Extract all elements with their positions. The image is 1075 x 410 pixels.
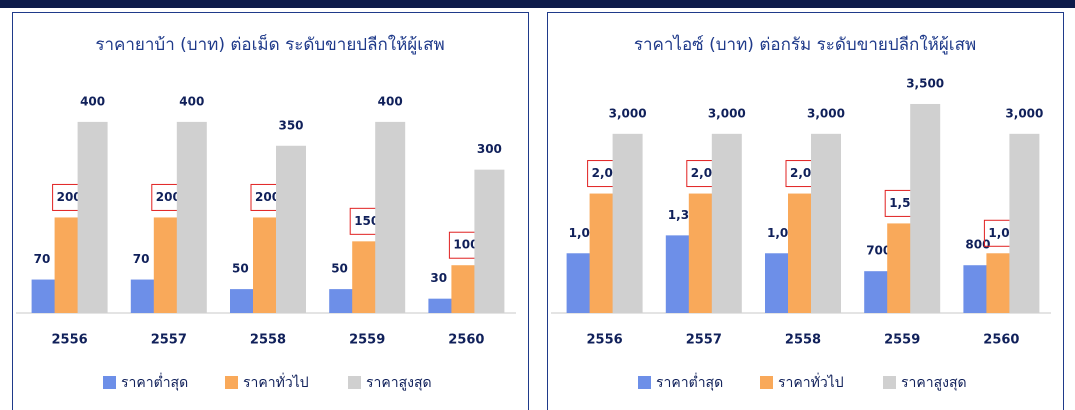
- value-label: 150: [354, 214, 379, 228]
- x-tick-label: 2556: [52, 333, 88, 348]
- value-label: 3,000: [708, 106, 746, 120]
- bar: [1009, 133, 1040, 313]
- legend-label: ราคาทั่วไป: [243, 373, 309, 391]
- value-label: 400: [179, 94, 204, 108]
- legend-swatch: [348, 376, 361, 389]
- chart-title: ราคาไอซ์ (บาท) ต่อกรัม ระดับขายปลีกให้ผู…: [634, 34, 976, 55]
- legend-label: ราคาสูงสุด: [366, 375, 432, 391]
- x-tick-label: 2559: [884, 333, 920, 348]
- value-label: 200: [255, 190, 280, 204]
- legend-swatch: [638, 376, 651, 389]
- value-label: 400: [378, 94, 403, 108]
- value-label: 200: [156, 190, 181, 204]
- bar: [711, 133, 742, 313]
- x-tick-label: 2556: [587, 333, 623, 348]
- value-label: 30: [430, 271, 447, 285]
- value-label: 400: [80, 94, 105, 108]
- value-label: 70: [34, 252, 51, 266]
- legend-swatch: [225, 376, 238, 389]
- value-label: 200: [57, 190, 82, 204]
- bar: [230, 289, 260, 313]
- bar: [375, 121, 406, 313]
- value-label: 70: [133, 252, 150, 266]
- legend-label: ราคาทั่วไป: [778, 373, 844, 391]
- bar: [428, 298, 459, 313]
- bar: [910, 103, 941, 313]
- legend-swatch: [760, 376, 773, 389]
- value-label: 50: [232, 262, 249, 276]
- value-label: 350: [278, 118, 303, 132]
- value-label: 100: [453, 238, 478, 252]
- chart-title: ราคายาบ้า (บาท) ต่อเม็ด ระดับขายปลีกให้ผ…: [95, 33, 444, 55]
- value-label: 3,500: [906, 76, 944, 90]
- value-label: 700: [866, 244, 891, 258]
- value-label: 3,000: [1005, 106, 1043, 120]
- bar: [176, 121, 207, 313]
- bar: [77, 121, 108, 313]
- top-bar: [0, 0, 1075, 8]
- legend-swatch: [103, 376, 116, 389]
- x-tick-label: 2560: [983, 333, 1019, 348]
- value-label: 300: [477, 142, 502, 156]
- x-tick-label: 2560: [448, 333, 484, 348]
- bar: [612, 133, 643, 313]
- bar: [329, 289, 360, 313]
- x-tick-label: 2558: [785, 333, 821, 348]
- x-tick-label: 2558: [250, 333, 286, 348]
- value-label: 3,000: [609, 106, 647, 120]
- legend-label: ราคาสูงสุด: [901, 375, 967, 391]
- value-label: 3,000: [807, 106, 845, 120]
- legend-label: ราคาต่ำสุด: [121, 373, 188, 391]
- x-tick-label: 2559: [349, 333, 385, 348]
- value-label: 50: [331, 262, 348, 276]
- x-tick-label: 2557: [151, 333, 187, 348]
- bar: [474, 169, 505, 313]
- value-label: 800: [965, 238, 990, 252]
- bar: [276, 145, 306, 313]
- legend-swatch: [883, 376, 896, 389]
- x-tick-label: 2557: [686, 333, 722, 348]
- bar: [811, 133, 841, 313]
- legend-label: ราคาต่ำสุด: [656, 373, 723, 391]
